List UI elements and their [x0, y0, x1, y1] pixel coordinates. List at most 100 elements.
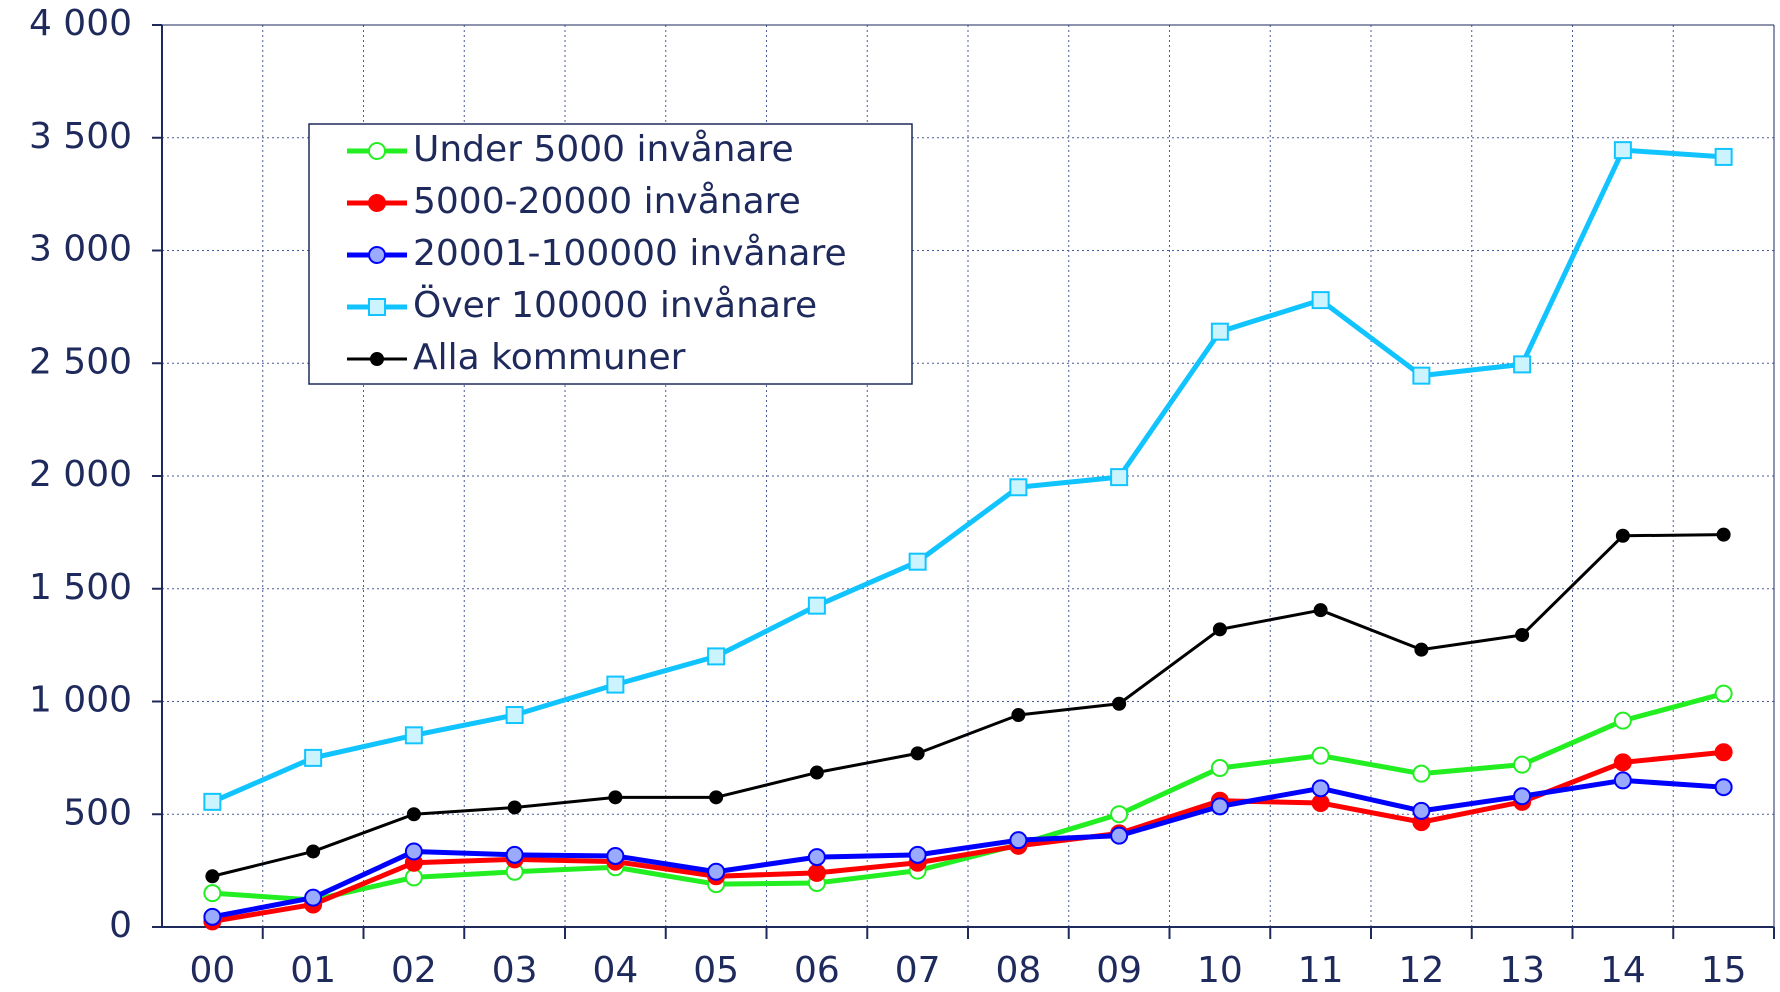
x-tick-label: 00 [189, 950, 235, 991]
data-point [306, 844, 321, 859]
data-point [1613, 771, 1632, 790]
data-point [1513, 355, 1532, 374]
data-point [707, 647, 726, 666]
x-tick-label: 05 [693, 950, 739, 991]
series-line [212, 691, 1725, 903]
data-point [1210, 797, 1229, 816]
x-tick-label: 01 [290, 950, 336, 991]
data-point [908, 552, 927, 571]
data-point [1210, 759, 1229, 778]
data-point [1714, 778, 1733, 797]
data-point [809, 765, 824, 780]
legend-label: 5000-20000 invånare [413, 181, 801, 222]
data-point [203, 884, 222, 903]
x-tick-label: 04 [592, 950, 638, 991]
data-point [1615, 528, 1630, 543]
data-point [406, 807, 421, 822]
data-point [1714, 147, 1733, 166]
data-point [606, 675, 625, 694]
data-point [1110, 826, 1129, 845]
y-tick-label: 2 000 [29, 454, 132, 495]
data-point [1412, 764, 1431, 783]
x-tick-label: 12 [1398, 950, 1444, 991]
data-point [404, 868, 423, 887]
legend-marker [368, 194, 386, 212]
data-point [1112, 696, 1127, 711]
legend-marker [368, 142, 386, 160]
data-point [1009, 478, 1028, 497]
data-point [205, 869, 220, 884]
legend-marker [368, 246, 386, 264]
data-point [304, 748, 323, 767]
data-point [1613, 141, 1632, 160]
data-point [1412, 801, 1431, 820]
data-point [1212, 622, 1227, 637]
series-line [212, 533, 1724, 878]
data-point [1513, 755, 1532, 774]
data-point [908, 845, 927, 864]
data-point [1515, 627, 1530, 642]
x-tick-label: 11 [1298, 950, 1344, 991]
x-tick-label: 02 [391, 950, 437, 991]
y-tick-label: 3 500 [29, 116, 132, 157]
y-tick-label: 2 500 [29, 341, 132, 382]
data-point [1513, 787, 1532, 806]
series-line [211, 147, 1724, 805]
x-tick-label: 10 [1197, 950, 1243, 991]
x-tick-label: 14 [1600, 950, 1646, 991]
legend-label: 20001-100000 invånare [413, 233, 847, 274]
data-point [709, 790, 724, 805]
data-point [505, 706, 524, 725]
data-point [1714, 743, 1733, 762]
data-point [1009, 831, 1028, 850]
data-point [1412, 366, 1431, 385]
y-tick-label: 1 500 [29, 567, 132, 608]
data-point [1311, 793, 1330, 812]
x-tick-label: 08 [995, 950, 1041, 991]
y-tick-label: 500 [63, 792, 132, 833]
data-point [1613, 753, 1632, 772]
data-point [1613, 711, 1632, 730]
data-point [1311, 746, 1330, 765]
data-point [1414, 642, 1429, 657]
series-line [211, 777, 1724, 920]
data-point [1110, 805, 1129, 824]
y-tick-label: 4 000 [29, 3, 132, 44]
x-tick-label: 09 [1096, 950, 1142, 991]
data-point [1313, 603, 1328, 618]
y-tick-label: 3 000 [29, 229, 132, 270]
data-point [1011, 708, 1026, 723]
x-tick-label: 06 [794, 950, 840, 991]
legend-box [308, 123, 913, 385]
data-point [505, 845, 524, 864]
data-point [807, 863, 826, 882]
data-point [608, 790, 623, 805]
x-tick-label: 13 [1499, 950, 1545, 991]
x-tick-label: 15 [1701, 950, 1747, 991]
data-point [807, 596, 826, 615]
data-point [1716, 527, 1731, 542]
legend-marker [370, 352, 384, 366]
legend-label: Under 5000 invånare [413, 129, 794, 170]
data-point [1714, 684, 1733, 703]
data-point [404, 842, 423, 861]
data-point [707, 862, 726, 881]
x-tick-label: 07 [895, 950, 941, 991]
data-point [1210, 322, 1229, 341]
legend-marker [368, 298, 386, 316]
data-point [507, 800, 522, 815]
data-point [1110, 468, 1129, 487]
series-line [211, 749, 1724, 924]
data-point [606, 846, 625, 865]
y-tick-label: 1 000 [29, 680, 132, 721]
data-point [910, 746, 925, 761]
legend-label: Alla kommuner [413, 337, 686, 378]
data-point [203, 792, 222, 811]
data-point [203, 907, 222, 926]
y-tick-label: 0 [109, 905, 132, 946]
data-point [1311, 291, 1330, 310]
data-point [304, 888, 323, 907]
x-tick-label: 03 [492, 950, 538, 991]
data-point [1311, 779, 1330, 798]
